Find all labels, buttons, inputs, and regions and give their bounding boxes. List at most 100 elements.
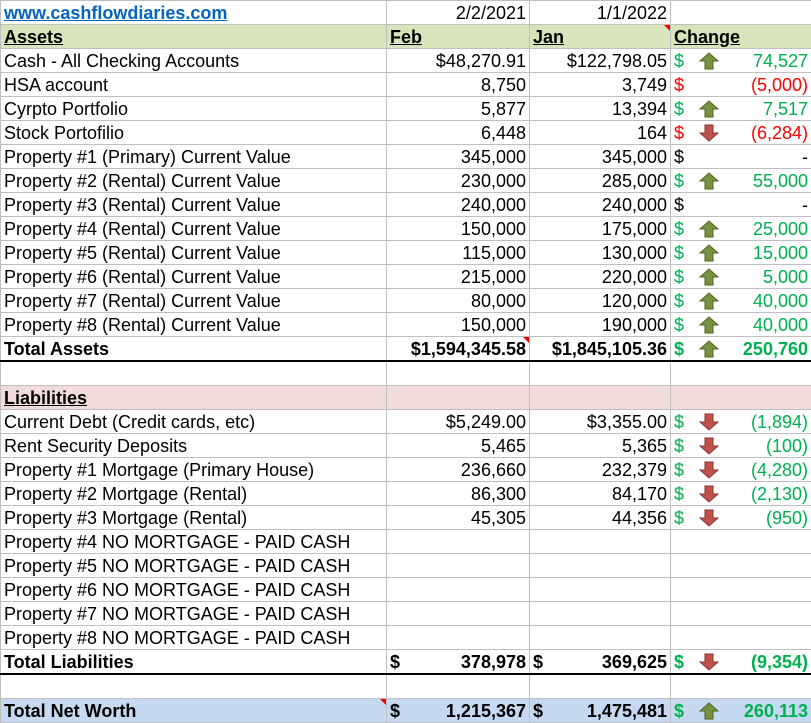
change-cell[interactable]: $260,113	[671, 699, 811, 723]
liabilities-title[interactable]: Liabilities	[1, 386, 387, 410]
asset-label[interactable]: Cyrpto Portfolio	[1, 97, 387, 121]
feb-value[interactable]: 150,000	[387, 217, 530, 241]
net-worth-feb[interactable]: $1,215,367	[387, 699, 530, 723]
col-feb[interactable]: Feb	[387, 25, 530, 49]
blank-cell[interactable]	[671, 386, 811, 410]
blank-cell[interactable]	[387, 530, 530, 554]
total-liab-jan[interactable]: $369,625	[530, 650, 671, 675]
asset-label[interactable]: Property #8 (Rental) Current Value	[1, 313, 387, 337]
feb-value[interactable]: 240,000	[387, 193, 530, 217]
total-liab-feb[interactable]: $378,978	[387, 650, 530, 675]
blank-cell[interactable]	[530, 578, 671, 602]
blank-cell[interactable]	[530, 361, 671, 386]
change-cell[interactable]: $(5,000)	[671, 73, 811, 97]
feb-value[interactable]: 80,000	[387, 289, 530, 313]
asset-label[interactable]: Property #5 (Rental) Current Value	[1, 241, 387, 265]
feb-value[interactable]: 45,305	[387, 506, 530, 530]
feb-value[interactable]: $5,249.00	[387, 410, 530, 434]
blank-cell[interactable]	[671, 530, 811, 554]
site-link[interactable]: www.cashflowdiaries.com	[1, 1, 387, 25]
blank-cell[interactable]	[387, 602, 530, 626]
assets-title[interactable]: Assets	[1, 25, 387, 49]
feb-value[interactable]: 345,000	[387, 145, 530, 169]
change-cell[interactable]: $7,517	[671, 97, 811, 121]
blank-cell[interactable]	[530, 602, 671, 626]
asset-label[interactable]: HSA account	[1, 73, 387, 97]
liability-label[interactable]: Property #5 NO MORTGAGE - PAID CASH	[1, 554, 387, 578]
total-jan[interactable]: $1,845,105.36	[530, 337, 671, 362]
liability-label[interactable]: Property #4 NO MORTGAGE - PAID CASH	[1, 530, 387, 554]
jan-value[interactable]: 190,000	[530, 313, 671, 337]
jan-value[interactable]: 5,365	[530, 434, 671, 458]
change-cell[interactable]: $(100)	[671, 434, 811, 458]
col-jan[interactable]: Jan	[530, 25, 671, 49]
blank-cell[interactable]	[387, 361, 530, 386]
feb-value[interactable]: 215,000	[387, 265, 530, 289]
blank-cell[interactable]	[387, 386, 530, 410]
total-liabilities-label[interactable]: Total Liabilities	[1, 650, 387, 675]
change-cell[interactable]: $5,000	[671, 265, 811, 289]
change-cell[interactable]: $(6,284)	[671, 121, 811, 145]
change-cell[interactable]: $(1,894)	[671, 410, 811, 434]
feb-value[interactable]: 5,877	[387, 97, 530, 121]
liability-label[interactable]: Property #8 NO MORTGAGE - PAID CASH	[1, 626, 387, 650]
net-worth-label[interactable]: Total Net Worth	[1, 699, 387, 723]
change-cell[interactable]: $(2,130)	[671, 482, 811, 506]
asset-label[interactable]: Property #4 (Rental) Current Value	[1, 217, 387, 241]
feb-value[interactable]: 236,660	[387, 458, 530, 482]
blank-cell[interactable]	[530, 386, 671, 410]
liability-label[interactable]: Property #3 Mortgage (Rental)	[1, 506, 387, 530]
liability-label[interactable]: Current Debt (Credit cards, etc)	[1, 410, 387, 434]
feb-value[interactable]: 230,000	[387, 169, 530, 193]
total-assets-label[interactable]: Total Assets	[1, 337, 387, 362]
blank-cell[interactable]	[671, 361, 811, 386]
asset-label[interactable]: Property #3 (Rental) Current Value	[1, 193, 387, 217]
feb-value[interactable]: 8,750	[387, 73, 530, 97]
asset-label[interactable]: Stock Portofilio	[1, 121, 387, 145]
liability-label[interactable]: Property #6 NO MORTGAGE - PAID CASH	[1, 578, 387, 602]
change-cell[interactable]: $25,000	[671, 217, 811, 241]
asset-label[interactable]: Cash - All Checking Accounts	[1, 49, 387, 73]
change-cell[interactable]: $40,000	[671, 289, 811, 313]
change-cell[interactable]: $250,760	[671, 337, 811, 362]
jan-value[interactable]: 130,000	[530, 241, 671, 265]
blank-cell[interactable]	[530, 554, 671, 578]
blank-cell[interactable]	[530, 674, 671, 699]
jan-value[interactable]: 232,379	[530, 458, 671, 482]
blank-cell[interactable]	[671, 1, 811, 25]
blank-cell[interactable]	[671, 554, 811, 578]
change-cell[interactable]: $15,000	[671, 241, 811, 265]
feb-value[interactable]: 6,448	[387, 121, 530, 145]
total-feb[interactable]: $1,594,345.58	[387, 337, 530, 362]
jan-value[interactable]: 285,000	[530, 169, 671, 193]
blank-cell[interactable]	[671, 674, 811, 699]
blank-cell[interactable]	[671, 602, 811, 626]
jan-value[interactable]: 13,394	[530, 97, 671, 121]
blank-cell[interactable]	[387, 554, 530, 578]
asset-label[interactable]: Property #7 (Rental) Current Value	[1, 289, 387, 313]
col-change[interactable]: Change	[671, 25, 811, 49]
feb-value[interactable]: $48,270.91	[387, 49, 530, 73]
blank-cell[interactable]	[530, 530, 671, 554]
change-cell[interactable]: $55,000	[671, 169, 811, 193]
date2-cell[interactable]: 1/1/2022	[530, 1, 671, 25]
feb-value[interactable]: 115,000	[387, 241, 530, 265]
date1-cell[interactable]: 2/2/2021	[387, 1, 530, 25]
change-cell[interactable]: $(4,280)	[671, 458, 811, 482]
jan-value[interactable]: $3,355.00	[530, 410, 671, 434]
jan-value[interactable]: 120,000	[530, 289, 671, 313]
blank-cell[interactable]	[387, 626, 530, 650]
liability-label[interactable]: Property #1 Mortgage (Primary House)	[1, 458, 387, 482]
liability-label[interactable]: Rent Security Deposits	[1, 434, 387, 458]
blank-cell[interactable]	[671, 626, 811, 650]
liability-label[interactable]: Property #7 NO MORTGAGE - PAID CASH	[1, 602, 387, 626]
blank-cell[interactable]	[1, 674, 387, 699]
blank-cell[interactable]	[387, 578, 530, 602]
asset-label[interactable]: Property #6 (Rental) Current Value	[1, 265, 387, 289]
liability-label[interactable]: Property #2 Mortgage (Rental)	[1, 482, 387, 506]
change-cell[interactable]: $(9,354)	[671, 650, 811, 675]
blank-cell[interactable]	[671, 578, 811, 602]
blank-cell[interactable]	[530, 626, 671, 650]
asset-label[interactable]: Property #1 (Primary) Current Value	[1, 145, 387, 169]
jan-value[interactable]: 84,170	[530, 482, 671, 506]
